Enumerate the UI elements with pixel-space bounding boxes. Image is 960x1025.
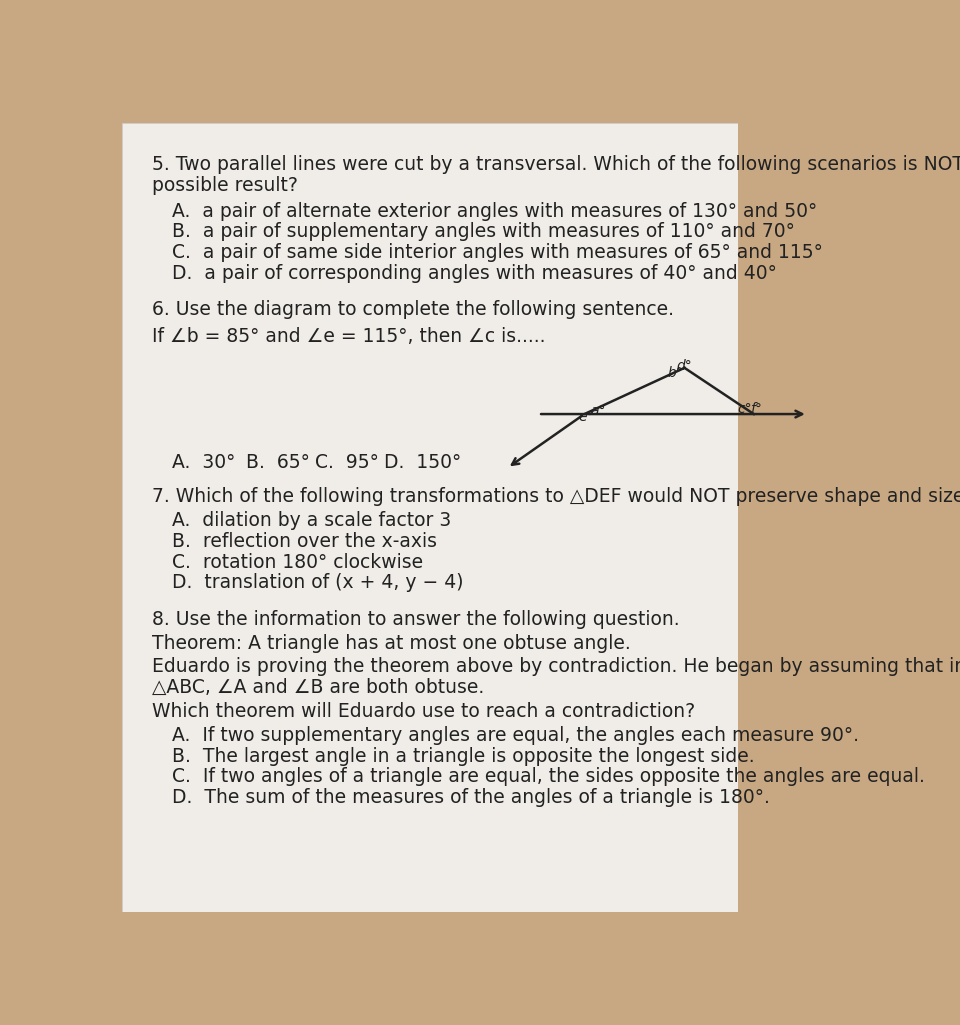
Text: 6. Use the diagram to complete the following sentence.: 6. Use the diagram to complete the follo… (152, 300, 674, 319)
Text: D.  The sum of the measures of the angles of a triangle is 180°.: D. The sum of the measures of the angles… (173, 788, 770, 808)
Text: 5. Two parallel lines were cut by a transversal. Which of the following scenario: 5. Two parallel lines were cut by a tran… (152, 156, 960, 174)
Text: b°: b° (667, 366, 684, 380)
Text: e°: e° (578, 410, 593, 424)
Text: B.  a pair of supplementary angles with measures of 110° and 70°: B. a pair of supplementary angles with m… (173, 222, 795, 241)
Text: D.  translation of (x + 4, y − 4): D. translation of (x + 4, y − 4) (173, 573, 464, 592)
Text: Eduardo is proving the theorem above by contradiction. He began by assuming that: Eduardo is proving the theorem above by … (152, 657, 960, 676)
Text: A.  dilation by a scale factor 3: A. dilation by a scale factor 3 (173, 511, 452, 530)
Text: A.  30°: A. 30° (173, 453, 236, 472)
Text: △ABC, ∠A and ∠B are both obtuse.: △ABC, ∠A and ∠B are both obtuse. (152, 679, 484, 697)
Text: f°: f° (750, 402, 762, 415)
Text: C.  95°: C. 95° (315, 453, 379, 472)
Text: C.  If two angles of a triangle are equal, the sides opposite the angles are equ: C. If two angles of a triangle are equal… (173, 768, 925, 786)
Text: D.  a pair of corresponding angles with measures of 40° and 40°: D. a pair of corresponding angles with m… (173, 263, 778, 283)
FancyBboxPatch shape (123, 123, 738, 912)
Text: C.  a pair of same side interior angles with measures of 65° and 115°: C. a pair of same side interior angles w… (173, 243, 824, 262)
Text: B.  65°: B. 65° (246, 453, 309, 472)
Text: d°: d° (677, 359, 692, 373)
Text: 7. Which of the following transformations to △DEF would NOT preserve shape and s: 7. Which of the following transformation… (152, 487, 960, 506)
Text: A.  If two supplementary angles are equal, the angles each measure 90°.: A. If two supplementary angles are equal… (173, 726, 859, 745)
Text: B.  reflection over the x-axis: B. reflection over the x-axis (173, 532, 438, 550)
Text: A.  a pair of alternate exterior angles with measures of 130° and 50°: A. a pair of alternate exterior angles w… (173, 202, 818, 220)
Text: c°: c° (737, 402, 752, 415)
Text: possible result?: possible result? (152, 176, 298, 195)
Text: If ∠b = 85° and ∠e = 115°, then ∠c is.....: If ∠b = 85° and ∠e = 115°, then ∠c is...… (152, 327, 545, 346)
Text: Which theorem will Eduardo use to reach a contradiction?: Which theorem will Eduardo use to reach … (152, 702, 695, 721)
Text: C.  rotation 180° clockwise: C. rotation 180° clockwise (173, 552, 423, 572)
Text: a°: a° (590, 404, 606, 418)
FancyBboxPatch shape (738, 123, 861, 912)
Text: 8. Use the information to answer the following question.: 8. Use the information to answer the fol… (152, 610, 680, 628)
Text: D.  150°: D. 150° (384, 453, 462, 472)
Text: Theorem: A triangle has at most one obtuse angle.: Theorem: A triangle has at most one obtu… (152, 633, 631, 653)
Text: B.  The largest angle in a triangle is opposite the longest side.: B. The largest angle in a triangle is op… (173, 746, 756, 766)
